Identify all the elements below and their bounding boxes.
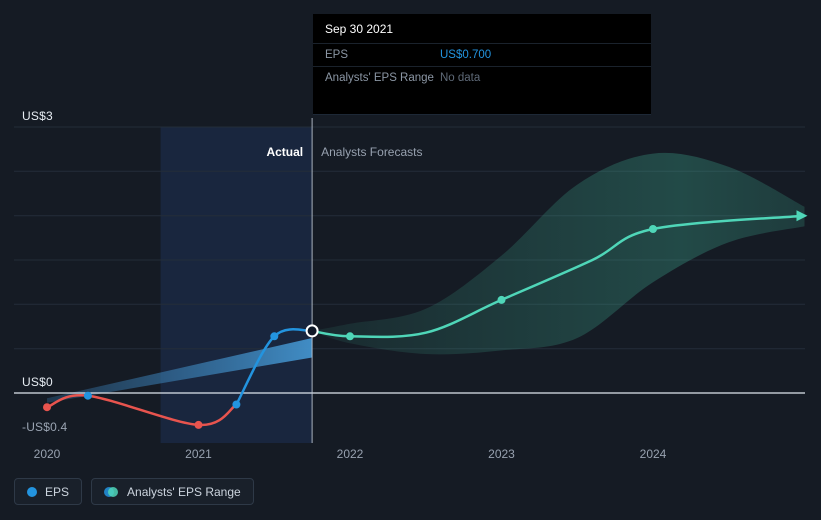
actual-highlight-band [160, 127, 313, 443]
legend-analysts-range-label: Analysts' EPS Range [127, 484, 241, 499]
past-analysts-range-wedge [47, 338, 313, 403]
forecast-arrow [796, 210, 808, 222]
range-icon-circle [108, 486, 119, 497]
data-point[interactable] [43, 403, 51, 412]
tooltip-range-row: Analysts' EPS Range No data [313, 66, 651, 89]
forecast-range-area [312, 152, 805, 355]
y-axis-label: US$3 [22, 108, 53, 123]
data-point[interactable] [649, 225, 657, 233]
eps-forecast-line [310, 214, 806, 339]
legend-eps-label: EPS [45, 484, 70, 499]
data-point[interactable] [270, 332, 279, 341]
eps-series-icon [27, 486, 37, 497]
legend-eps-button[interactable]: EPS [14, 478, 83, 505]
data-point[interactable] [83, 391, 92, 400]
tooltip-range-value: No data [440, 72, 481, 84]
x-tick-2024: 2024 [639, 447, 667, 461]
data-point[interactable] [346, 332, 354, 341]
y-axis-label: -US$0.4 [22, 420, 68, 435]
analysts-forecasts-label: Analysts Forecasts [321, 145, 423, 159]
data-point[interactable] [194, 420, 203, 429]
tooltip-eps-value: US$0.700 [440, 49, 492, 61]
analysts-range-icon [104, 485, 119, 499]
eps-actual-negative-line [45, 394, 238, 427]
legend: EPS Analysts' EPS Range [14, 478, 254, 505]
legend-analysts-range-button[interactable]: Analysts' EPS Range [91, 478, 254, 505]
tooltip-eps-row: EPS US$0.700 [313, 43, 651, 66]
actual-label: Actual [266, 145, 304, 159]
x-tick-2023: 2023 [488, 447, 515, 461]
tooltip-date: Sep 30 2021 [325, 22, 394, 36]
x-axis-labels: 2020 2021 2022 2023 2024 [0, 447, 821, 463]
eps-tooltip: Sep 30 2021 EPS US$0.700 Analysts' EPS R… [313, 14, 651, 115]
tooltip-range-label: Analysts' EPS Range [325, 72, 434, 84]
x-tick-2022: 2022 [336, 447, 364, 461]
tooltip-eps-label: EPS [325, 49, 349, 61]
x-tick-2020: 2020 [33, 447, 61, 461]
data-point[interactable] [497, 295, 506, 304]
x-tick-2021: 2021 [185, 447, 212, 461]
hovered-point[interactable] [305, 324, 319, 338]
y-axis-label: US$0 [22, 375, 53, 389]
data-point[interactable] [232, 400, 241, 409]
